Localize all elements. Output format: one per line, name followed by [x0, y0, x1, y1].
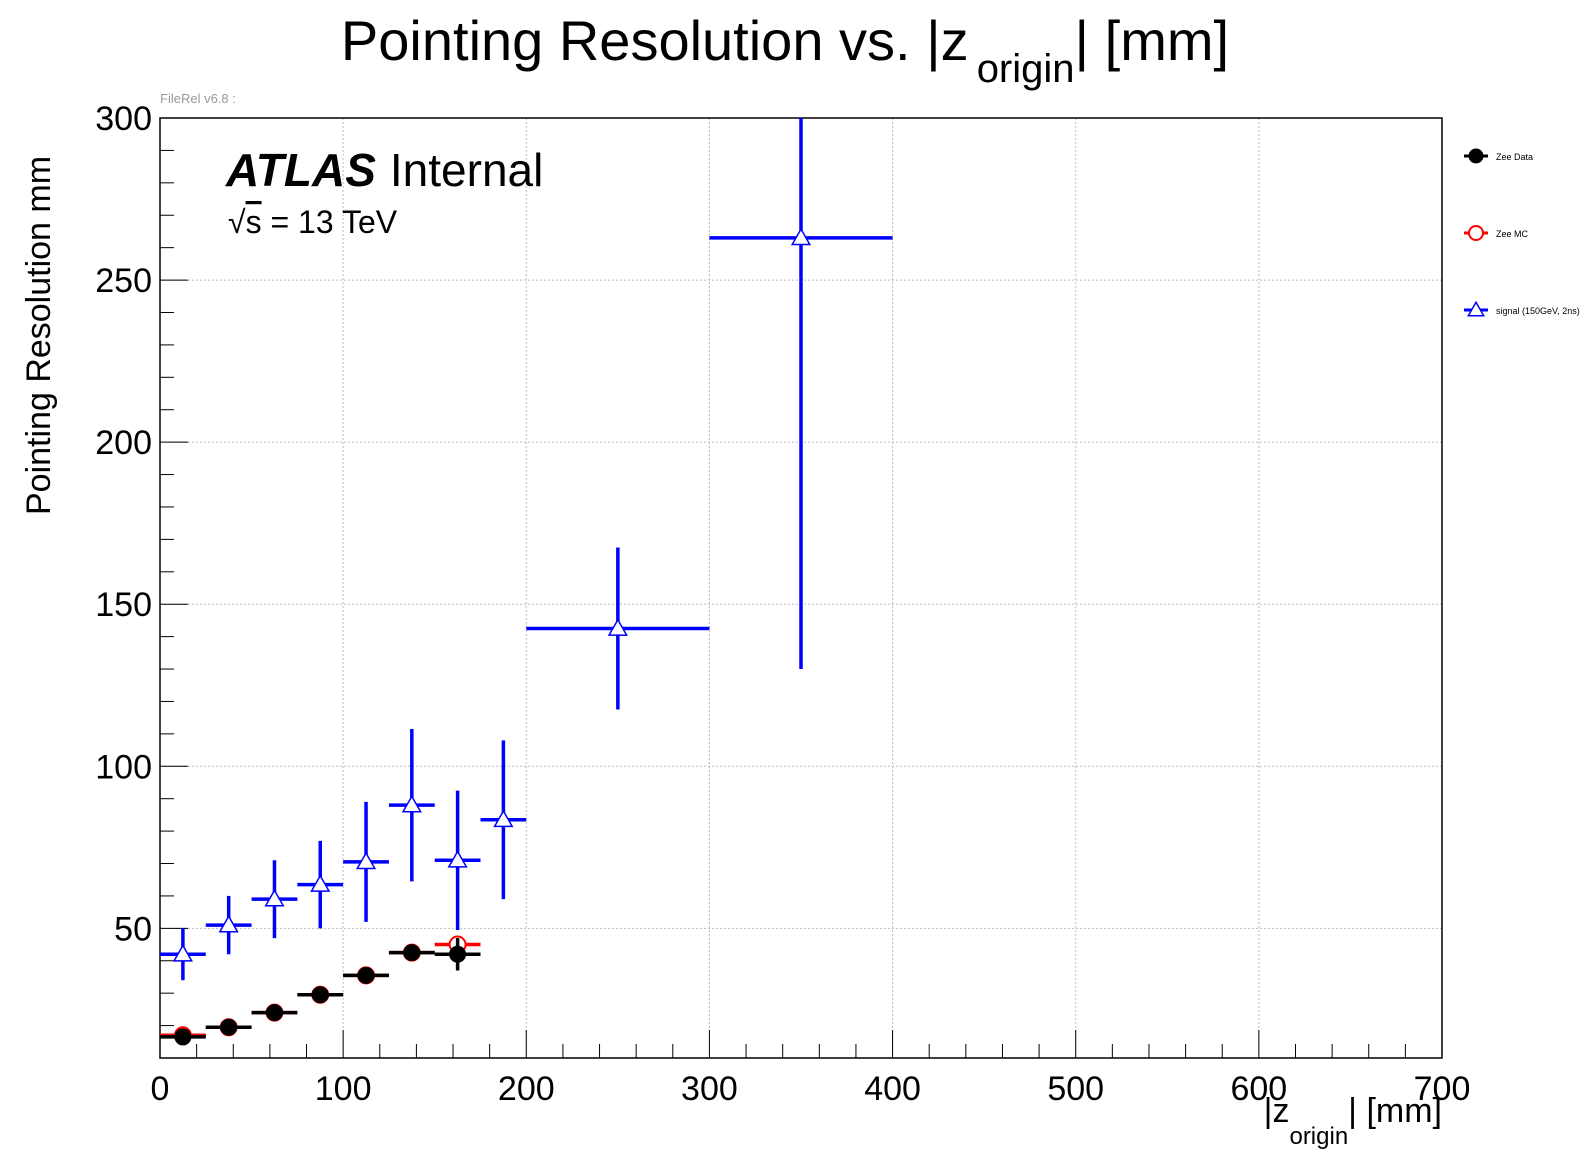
data-point	[160, 1028, 206, 1046]
y-tick-label: 100	[95, 748, 152, 786]
data-point-marker	[449, 945, 467, 963]
data-point-marker	[1467, 300, 1485, 317]
x-tick-label: 0	[151, 1070, 170, 1108]
data-point	[709, 118, 893, 670]
atlas-label: ATLAS Internal	[225, 144, 543, 196]
data-point	[251, 1004, 298, 1022]
data-point	[205, 895, 252, 955]
x-tick-label: 200	[498, 1070, 555, 1108]
title-tail: | [mm]	[1075, 9, 1230, 72]
data-point	[388, 729, 435, 882]
version-label: FileRel v6.8 :	[160, 91, 236, 106]
x-tick-label: 100	[315, 1070, 372, 1108]
axis-ticks: 0 100 200 300 400 500 600 700 50 100 150 200 250 300	[95, 100, 1470, 1108]
data-point-marker	[264, 888, 285, 907]
legend-label: signal (150GeV, 2ns)	[1496, 306, 1580, 316]
legend-entry: Zee MC	[1464, 225, 1529, 241]
data-point	[251, 860, 298, 939]
x-axis-label-tail: | [mm]	[1348, 1092, 1442, 1130]
y-tick-label: 150	[95, 586, 152, 624]
legend-label: Zee MC	[1496, 229, 1529, 239]
data-point	[297, 840, 344, 929]
data-point-marker	[218, 914, 239, 933]
legend: Zee Data Zee MC signal (150GeV, 2ns)	[1464, 148, 1580, 317]
data-point	[205, 1018, 252, 1036]
data-series	[160, 118, 893, 1046]
data-point-marker	[172, 943, 193, 962]
data-point	[297, 986, 344, 1004]
data-point	[434, 790, 481, 930]
data-point-marker	[1468, 225, 1484, 241]
series-zee-data	[160, 938, 481, 1046]
x-tick-label: 300	[681, 1070, 738, 1108]
x-tick-label: 500	[1047, 1070, 1104, 1108]
x-axis-label: |zorigin| [mm]	[1264, 1092, 1442, 1150]
legend-entry: signal (150GeV, 2ns)	[1464, 300, 1580, 317]
y-axis-label: Pointing Resolution mm	[20, 156, 58, 515]
data-point-marker	[220, 1018, 238, 1036]
data-point-marker	[403, 944, 421, 962]
title-main: Pointing Resolution vs. |z	[341, 9, 969, 72]
atlas-status: Internal	[390, 144, 543, 196]
data-point	[480, 740, 527, 900]
data-point-marker	[174, 1028, 192, 1046]
data-point	[434, 938, 481, 971]
data-point-marker	[311, 986, 329, 1004]
x-tick-label: 400	[864, 1070, 921, 1108]
legend-entry: Zee Data	[1464, 148, 1533, 164]
energy-s: s	[246, 204, 262, 240]
data-point-marker	[447, 849, 468, 868]
energy-label: √s = 13 TeV	[228, 204, 398, 240]
legend-label: Zee Data	[1496, 152, 1533, 162]
title-subscript: origin	[977, 47, 1075, 91]
data-point-marker	[493, 809, 514, 828]
data-point-marker	[607, 618, 628, 636]
data-point	[526, 547, 710, 710]
x-axis-label-main: |z	[1264, 1092, 1290, 1130]
y-tick-label: 200	[95, 424, 152, 462]
data-point-marker	[401, 794, 422, 813]
data-point-marker	[790, 227, 812, 246]
data-point-marker	[1468, 148, 1484, 164]
data-point-marker	[355, 851, 377, 870]
data-point	[160, 928, 206, 981]
energy-value: = 13 TeV	[262, 204, 398, 240]
data-point-marker	[265, 1004, 283, 1022]
y-tick-label: 50	[114, 910, 152, 948]
data-point	[343, 966, 389, 984]
y-tick-label: 300	[95, 100, 152, 138]
x-axis-label-subscript: origin	[1289, 1123, 1348, 1150]
data-point-marker	[310, 874, 331, 892]
data-point	[343, 801, 389, 922]
y-tick-label: 250	[95, 262, 152, 300]
energy-sqrt-sign: √	[228, 204, 246, 240]
series-signal-150gev-2ns	[160, 118, 893, 981]
x-tick-label: 600	[1230, 1070, 1287, 1108]
chart-title: Pointing Resolution vs. |z origin| [mm]	[341, 9, 1229, 91]
data-point	[388, 944, 435, 962]
atlas-label-bold: ATLAS	[225, 144, 376, 196]
x-tick-label: 700	[1414, 1070, 1471, 1108]
data-point-marker	[357, 966, 375, 984]
